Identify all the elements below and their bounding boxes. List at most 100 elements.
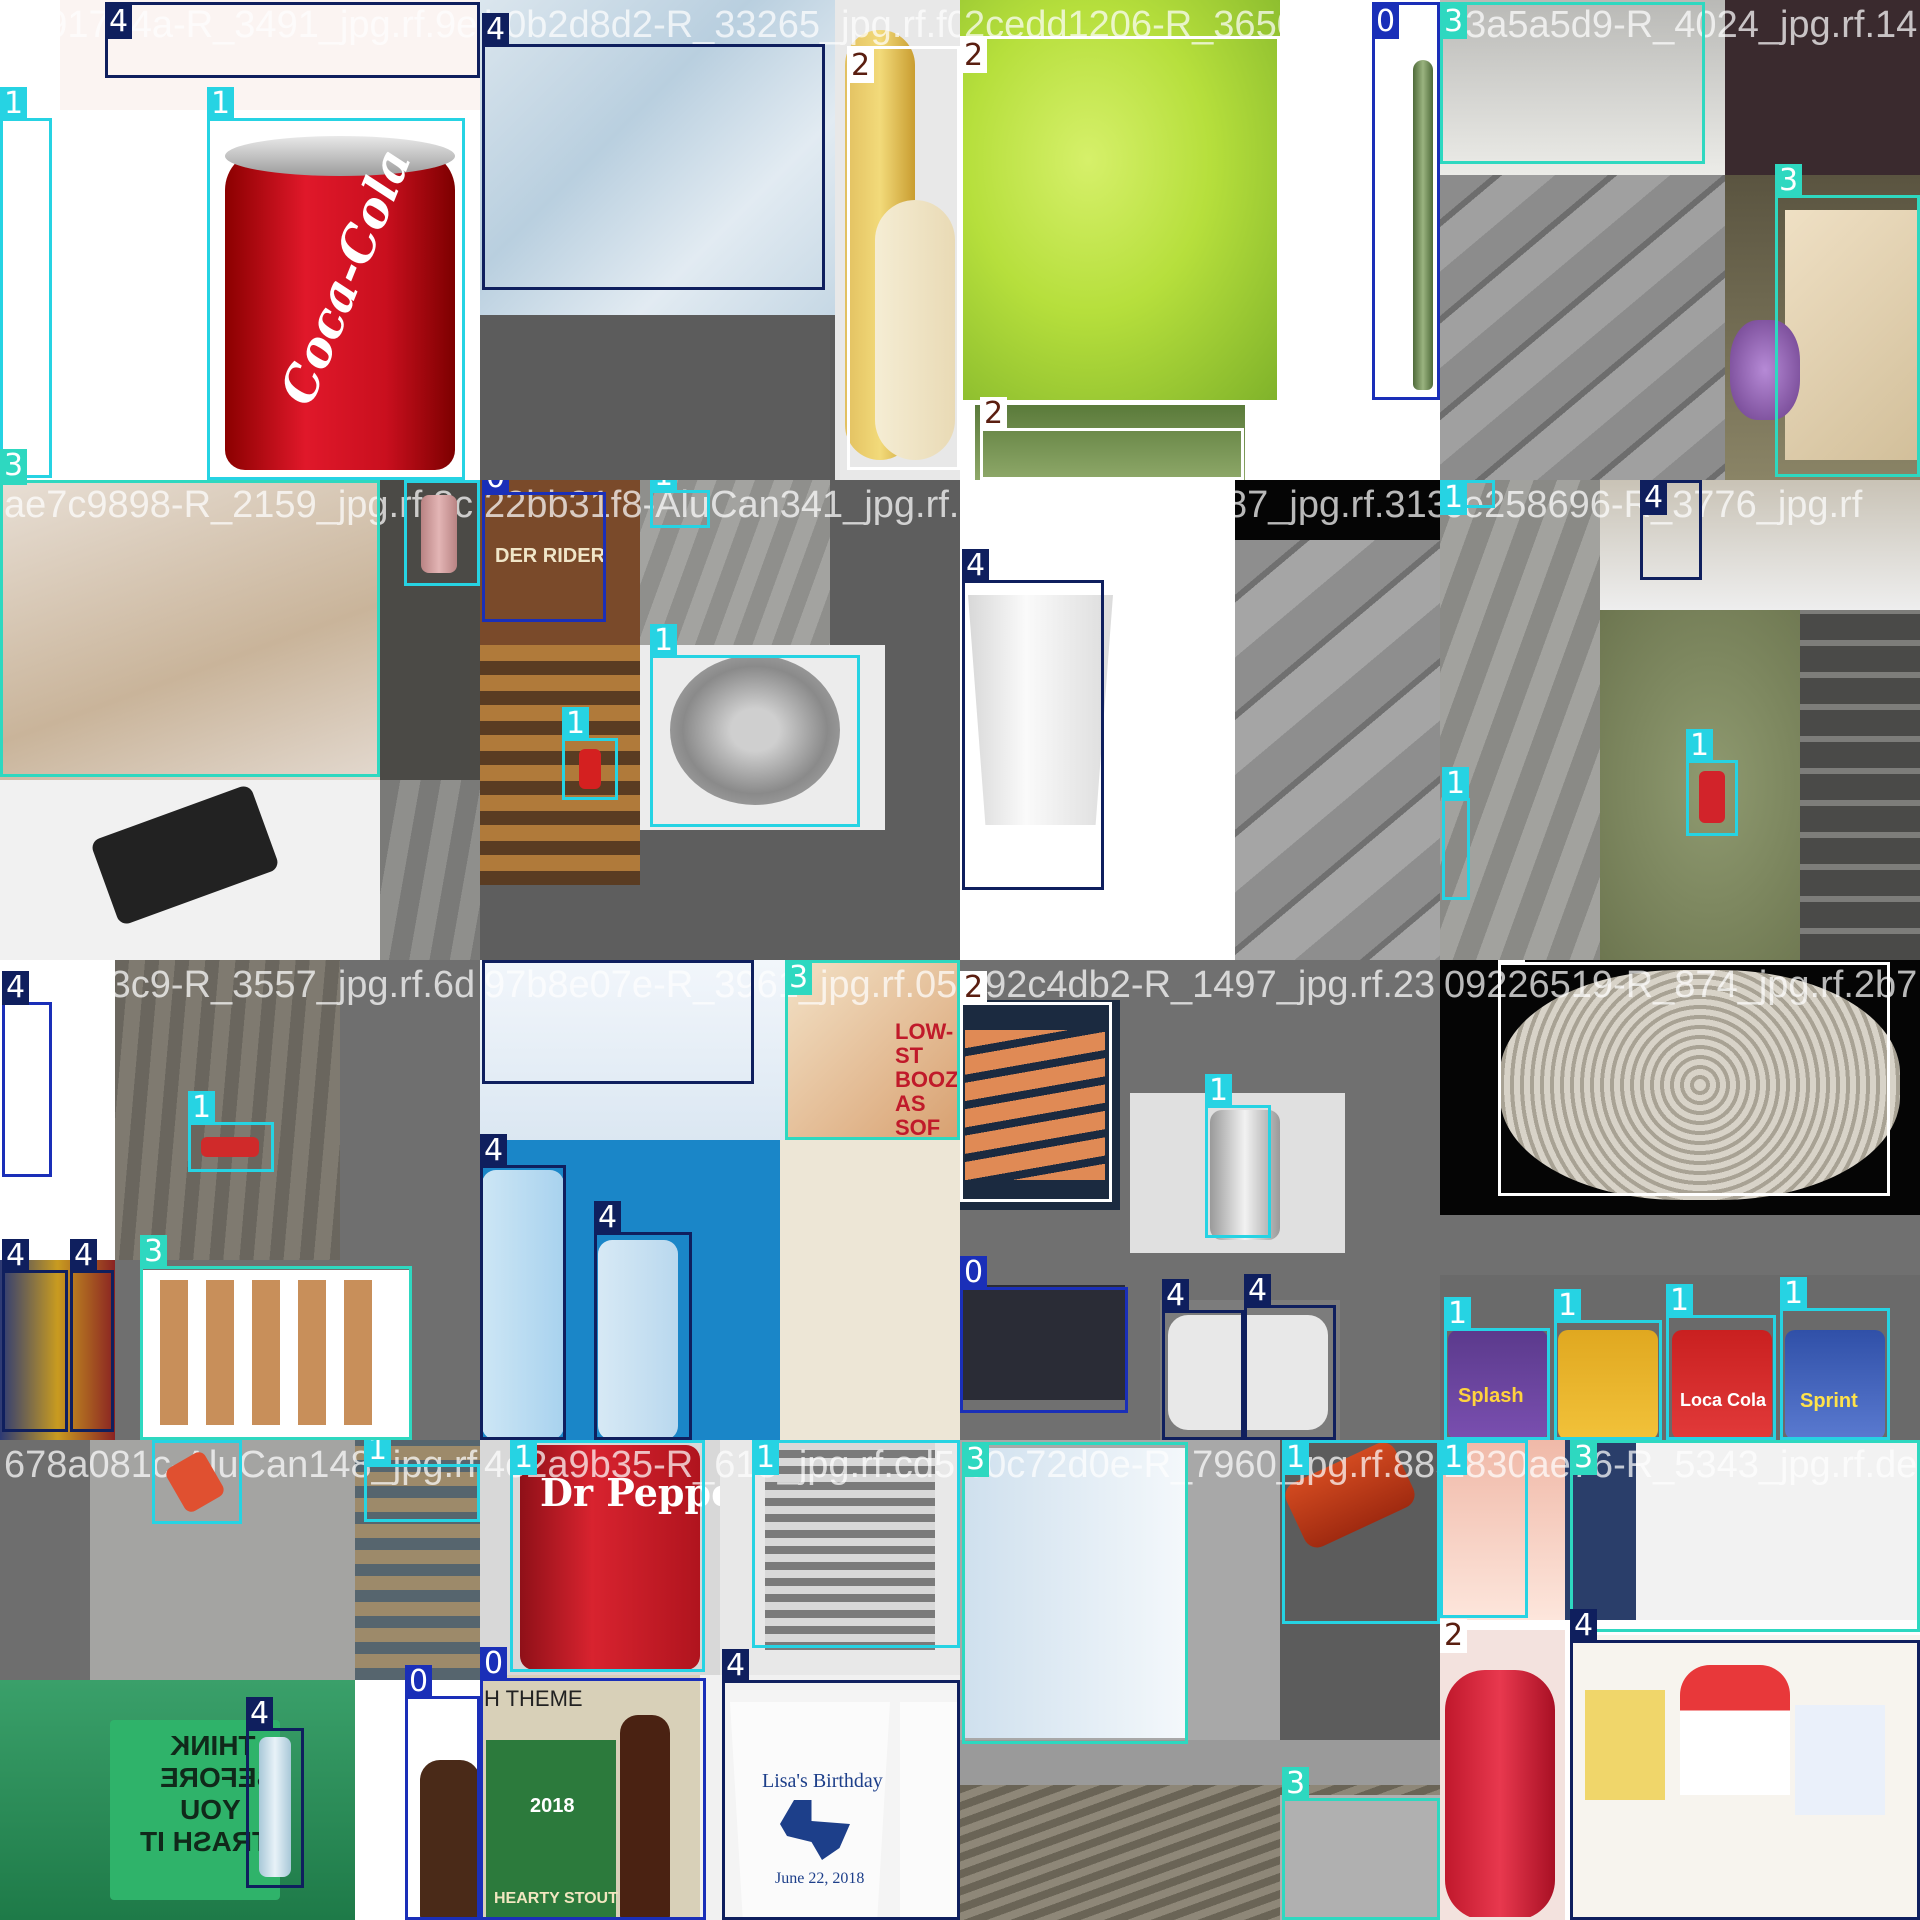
photo-wood-deck — [1440, 175, 1725, 480]
photo-magazine — [1565, 1440, 1920, 1620]
cup-text: Lisa's Birthday — [762, 1770, 883, 1792]
foam-cup — [968, 595, 1113, 825]
dr-pepper-can — [520, 1445, 700, 1670]
detection-label: 4 — [2, 1239, 30, 1273]
tile-15: b0c72d0e-R_7960_jpg.rf.885 3 1 3 — [960, 1440, 1440, 1920]
photo-plaid — [480, 645, 640, 885]
detection-box-class-4: 4 — [70, 1239, 114, 1432]
tin-can — [765, 1440, 935, 1650]
photo-plastic-film — [480, 0, 840, 315]
detection-label: 0 — [480, 1647, 508, 1681]
detection-label: 4 — [482, 13, 510, 47]
woven-basket — [1500, 970, 1900, 1200]
detection-label: 4 — [722, 1649, 750, 1683]
detection-label: 1 — [1780, 1277, 1808, 1311]
detection-label: 0 — [482, 480, 510, 495]
detection-label: 2 — [847, 49, 875, 83]
tile-5: ae7c9898-R_2159_jpg.rf.8c 3 1 — [0, 480, 480, 960]
photo-newspaper — [785, 960, 960, 1140]
detection-label: 1 — [562, 707, 590, 741]
detection-box-class-3: 3 — [1282, 1767, 1440, 1920]
detection-label: 1 — [404, 480, 432, 483]
detection-label: 4 — [594, 1201, 622, 1235]
detection-label: 2 — [1440, 1619, 1468, 1653]
detection-box-class-1: 1 — [1440, 480, 1495, 515]
lilac-flowers — [1730, 320, 1800, 420]
detection-label: 3 — [785, 961, 813, 995]
detection-box-class-3: 3 — [1775, 164, 1920, 477]
detection-label: 1 — [1666, 1284, 1694, 1318]
sign-board — [110, 1720, 280, 1900]
photo-wood-floor — [115, 960, 340, 1260]
photo-wood-left — [1440, 480, 1600, 960]
tile-2: b0b2d8d2-R_33265_jpg.rf.f06 4 2 — [480, 0, 960, 480]
detection-box-class-1: 1 — [1780, 1277, 1890, 1440]
red-can-on-grass — [1699, 771, 1725, 823]
detection-box-class-0: 0 — [1372, 2, 1440, 400]
detection-box-class-4: 4 — [246, 1697, 304, 1888]
detection-label: 0 — [405, 1665, 433, 1699]
tile-9: 477ab3c9-R_3557_jpg.rf.6d 4 1 4 4 3 — [0, 960, 480, 1440]
cup-yellow — [1585, 1690, 1665, 1800]
detection-box-class-4: 4 — [2, 971, 52, 1177]
coke-can-photo: Coca-Cola — [225, 136, 455, 470]
sign-line-1: THINK — [170, 1730, 256, 1761]
detection-box-class-4: 4 — [1162, 1279, 1244, 1440]
stout-label: HEARTY STOUT — [494, 1890, 618, 1907]
photo-bag — [0, 960, 115, 1260]
detection-box-class-1: 1 — [1554, 1289, 1662, 1440]
stout-bottle — [620, 1715, 670, 1920]
detection-label: 1 — [1554, 1289, 1582, 1323]
detection-label: 4 — [962, 549, 990, 583]
can-splash-label: Splash — [1458, 1385, 1524, 1407]
photo-paper-top — [1440, 0, 1725, 175]
clear-plastic-bottle — [259, 1737, 291, 1877]
detection-label: 3 — [0, 449, 28, 480]
squeeze-bottle — [598, 1240, 678, 1440]
detection-box-class-1: 1 — [188, 1091, 274, 1172]
can-splash-purple — [1448, 1330, 1548, 1440]
detection-label: 1 — [1440, 481, 1468, 515]
can-splash-yellow — [1558, 1330, 1658, 1440]
detection-label: 3 — [0, 480, 28, 485]
detection-label: 1 — [152, 1440, 180, 1443]
detection-label: 4 — [70, 1239, 98, 1273]
cup-blue — [1795, 1705, 1885, 1815]
beer-label-text: DER RIDER — [495, 545, 606, 567]
detection-box-class-3: 3 — [1440, 2, 1705, 164]
detection-label: 1 — [650, 480, 678, 493]
red-can-lying — [201, 1137, 259, 1157]
medicine-box — [965, 1448, 1185, 1738]
detection-box-class-4: 4 — [1570, 1609, 1920, 1920]
detection-label: 1 — [1444, 1297, 1472, 1331]
detection-box-class-3: 3 — [140, 1235, 412, 1440]
tile-8: ce258696-R_3776_jpg.rf 1 4 1 1 — [1440, 480, 1920, 960]
detection-box-class-3-edge: 3 — [0, 449, 28, 480]
green-bottle — [1413, 60, 1433, 390]
photo-gray-panel — [1280, 1795, 1440, 1920]
can-loca-cola — [1672, 1330, 1772, 1440]
detection-box-class-3: 3 — [785, 960, 960, 1140]
photo-cardboard-stack — [0, 480, 380, 780]
detection-label: 3 — [140, 1235, 168, 1269]
photo-wood-can — [640, 480, 830, 645]
foam-cup-right — [900, 1702, 960, 1920]
detection-box-class-0: 0 — [480, 1647, 706, 1920]
photo-black-strip — [1235, 480, 1440, 540]
detection-label: 4 — [482, 960, 510, 963]
stout-box — [486, 1740, 616, 1920]
detection-label: 2 — [1498, 960, 1526, 965]
tile-13: THINK BEFORE YOU TRASH IT 678a081c-AluCa… — [0, 1440, 480, 1920]
detection-label: 0 — [1372, 5, 1400, 39]
detection-label: 1 — [1686, 729, 1714, 763]
detection-box-class-3: 3 — [962, 1442, 1188, 1744]
stout-year: 2018 — [530, 1795, 575, 1817]
detection-box-class-1: 1 — [752, 1440, 960, 1648]
detection-label: 4 — [1162, 1279, 1190, 1313]
detection-label: 4 — [105, 5, 133, 39]
detection-label: 4 — [246, 1697, 274, 1731]
detection-box-class-4: 4 — [105, 2, 480, 78]
detection-label: 1 — [0, 87, 28, 121]
tile-1: Coca-Cola 6291774a-R_3491_jpg.rf.9e 4 1 … — [0, 0, 480, 480]
detection-box-class-1: 1 — [650, 480, 710, 528]
